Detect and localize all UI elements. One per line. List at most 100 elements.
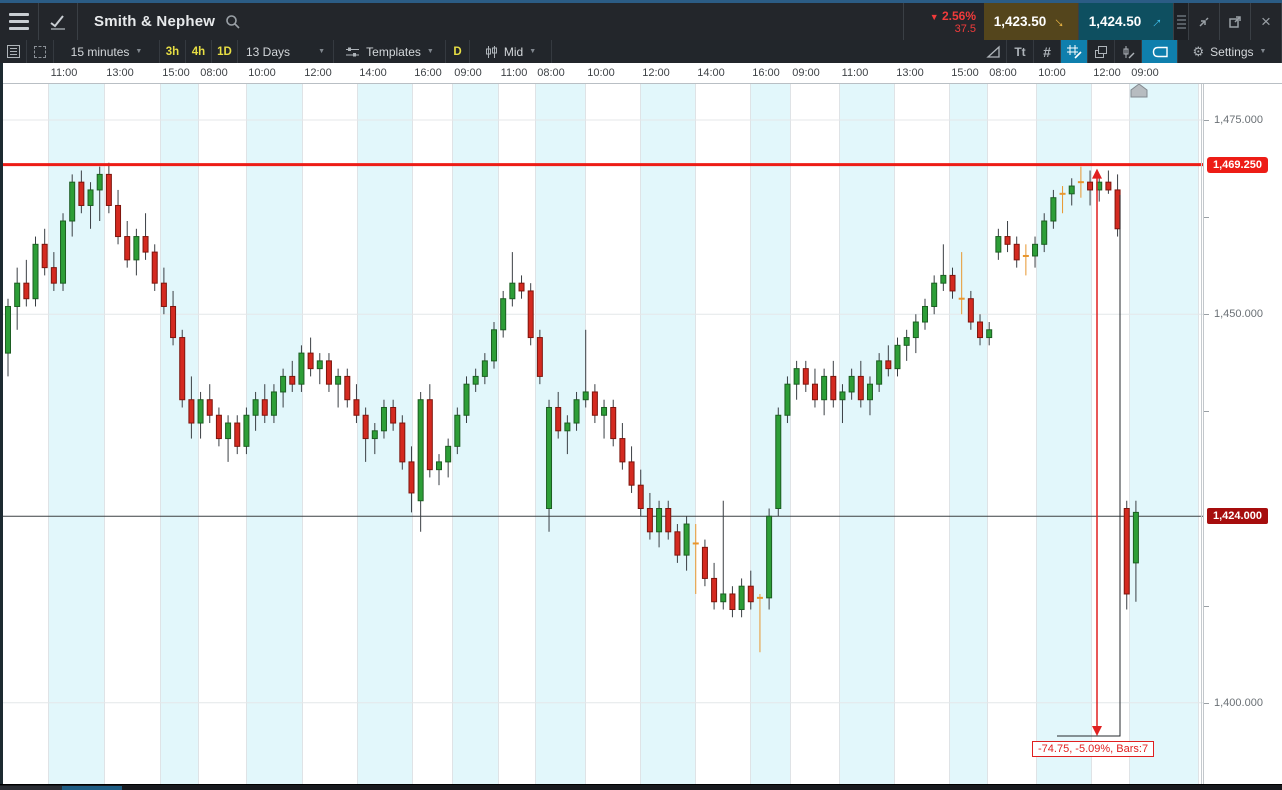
price-tick <box>1204 120 1209 121</box>
candle-down <box>307 352 314 370</box>
quick-interval-3h[interactable]: 3h <box>160 40 186 63</box>
quick-interval-1d[interactable]: 1D <box>212 40 238 63</box>
candle-up <box>986 329 993 339</box>
scrollbar-thumb[interactable] <box>1130 84 1148 98</box>
candle-down <box>188 399 195 424</box>
candle-up <box>894 344 901 370</box>
measurement-label[interactable]: -74.75, -5.09%, Bars:7 <box>1032 741 1155 757</box>
price-axis-label: 1,400.000 <box>1214 696 1263 709</box>
grid-tool[interactable]: # <box>1034 40 1061 63</box>
change-points: 37.5 <box>954 22 976 35</box>
sell-price-button[interactable]: 1,423.50 → <box>984 3 1079 40</box>
text-tool-icon: Tt <box>1014 44 1026 59</box>
order-ticket-button[interactable] <box>0 40 27 63</box>
collapse-window-button[interactable] <box>1189 3 1220 40</box>
candle-up <box>298 352 305 385</box>
gear-icon: ⚙ <box>1192 43 1205 59</box>
chevron-down-icon: ▼ <box>135 48 143 55</box>
bottom-scrollbar-thumb[interactable] <box>62 786 122 790</box>
sliders-icon <box>346 47 360 56</box>
candle-down <box>591 391 598 416</box>
candle-up <box>1132 511 1139 564</box>
time-axis-label: 15:00 <box>162 67 190 79</box>
candle-down <box>353 399 360 416</box>
candle-down <box>289 375 296 385</box>
chevron-down-icon: ▼ <box>529 48 537 55</box>
day-session-button[interactable]: D <box>446 40 470 63</box>
candle-down <box>234 422 241 447</box>
price-mode-dropdown[interactable]: Mid ▼ <box>470 40 552 63</box>
draw-trendline-tool[interactable] <box>980 40 1007 63</box>
top-bar: Smith & Nephew ▼ 2.56% 37.5 1,423.50 → 1… <box>0 0 1282 40</box>
candle-down <box>206 399 213 416</box>
layout-button[interactable] <box>27 40 54 63</box>
candle-up <box>5 305 11 354</box>
quick-interval-4h[interactable]: 4h <box>186 40 212 63</box>
time-axis-label: 09:00 <box>792 67 820 79</box>
time-axis-label: 13:00 <box>106 67 134 79</box>
settings-dropdown[interactable]: ⚙ Settings ▼ <box>1178 40 1282 63</box>
candle-up <box>931 282 938 307</box>
candle-down <box>1004 236 1011 245</box>
candle-up <box>509 282 516 300</box>
cascade-windows-tool[interactable] <box>1088 40 1115 63</box>
time-axis-label: 11:00 <box>50 67 78 79</box>
candle-up <box>1050 197 1057 222</box>
time-axis[interactable]: 11:00 13:00 15:00 08:00 10:00 12:00 14:00 16:00… <box>0 63 1282 84</box>
current-price-badge: 1,424.000 <box>1207 508 1268 525</box>
candle-down <box>674 531 681 556</box>
chart-type-button[interactable] <box>39 3 78 40</box>
price-mode-value: Mid <box>503 44 524 59</box>
text-annotation-tool[interactable]: Tt <box>1007 40 1034 63</box>
price-axis-label: 1,475.000 <box>1214 114 1263 126</box>
price-minor-tick <box>1204 411 1209 413</box>
candle-down <box>665 508 672 533</box>
candlestick-chart[interactable] <box>0 84 1203 784</box>
close-icon: × <box>1261 12 1271 31</box>
candle-down <box>857 375 864 401</box>
sell-arrow-down-icon: → <box>1049 10 1073 33</box>
toolbar-spacer <box>552 40 980 63</box>
candle-pointer-tool[interactable] <box>1115 40 1142 63</box>
candle-down <box>23 282 30 300</box>
range-dropdown[interactable]: 13 Days ▼ <box>238 40 334 63</box>
popout-window-button[interactable] <box>1220 3 1251 40</box>
candle-up <box>839 391 846 401</box>
candle-up <box>371 430 378 440</box>
candle-down <box>325 360 332 385</box>
interval-value: 15 minutes <box>70 44 130 59</box>
candle-up <box>848 375 855 393</box>
candle-down <box>105 173 112 206</box>
candle-down <box>142 236 149 253</box>
close-window-button[interactable]: × <box>1251 3 1282 40</box>
candle-down <box>830 375 837 401</box>
chart-area[interactable]: 1,475.000 1,450.000 1,400.000 1,469.250 1,42… <box>0 63 1282 784</box>
grid-edit-tool-active[interactable] <box>1061 40 1088 63</box>
candle-up <box>380 406 387 432</box>
price-tick <box>1204 314 1209 316</box>
bottom-bar-segment <box>0 786 62 790</box>
interval-dropdown[interactable]: 15 minutes ▼ <box>54 40 160 63</box>
candle-up <box>335 375 342 385</box>
drag-grip-handle[interactable] <box>1174 3 1189 40</box>
candle-down <box>170 305 177 339</box>
candle-down <box>619 438 626 463</box>
buy-price-button[interactable]: 1,424.50 → <box>1079 3 1174 40</box>
candle-down <box>637 484 644 510</box>
price-axis[interactable]: 1,475.000 1,450.000 1,400.000 1,469.250 1,42… <box>1203 84 1282 784</box>
candle-up <box>472 375 479 385</box>
candle-up <box>656 508 663 533</box>
candle-down <box>1123 508 1130 595</box>
time-axis-label: 08:00 <box>200 67 228 79</box>
candle-down <box>344 375 351 401</box>
search-icon[interactable] <box>225 14 241 30</box>
candle-down <box>610 406 617 440</box>
templates-dropdown[interactable]: Templates ▼ <box>334 40 446 63</box>
session-band <box>160 84 198 784</box>
candle-down <box>646 508 653 533</box>
candle-down <box>179 337 186 401</box>
shape-tool-active[interactable] <box>1142 40 1178 63</box>
candle-up <box>454 414 461 447</box>
main-menu-button[interactable] <box>0 3 39 40</box>
candle-down <box>362 414 369 440</box>
